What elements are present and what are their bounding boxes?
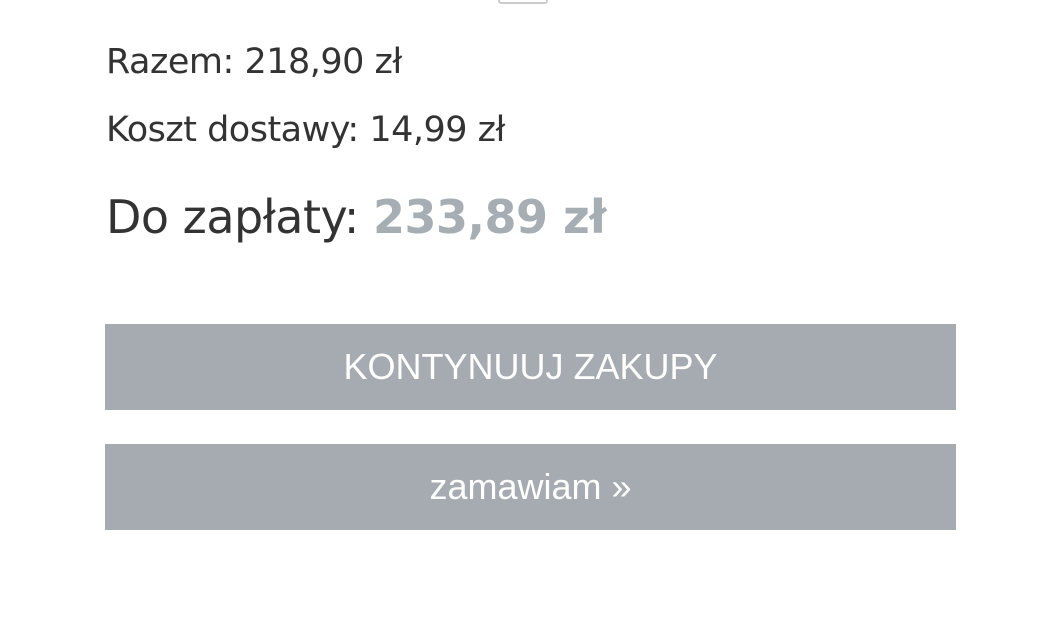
subtotal-label: Razem: [106,42,234,82]
subtotal-value: 218,90 zł [244,42,402,82]
total-row: Do zapłaty: 233,89 zł [106,190,606,244]
place-order-button[interactable]: zamawiam » [105,444,956,530]
checkbox[interactable] [498,0,548,4]
total-value: 233,89 zł [373,190,606,244]
total-label: Do zapłaty: [106,190,359,244]
shipping-row: Koszt dostawy: 14,99 zł [106,110,505,150]
shipping-label: Koszt dostawy: [106,110,359,150]
shipping-value: 14,99 zł [369,110,505,150]
subtotal-row: Razem: 218,90 zł [106,42,402,82]
continue-shopping-button[interactable]: KONTYNUUJ ZAKUPY [105,324,956,410]
